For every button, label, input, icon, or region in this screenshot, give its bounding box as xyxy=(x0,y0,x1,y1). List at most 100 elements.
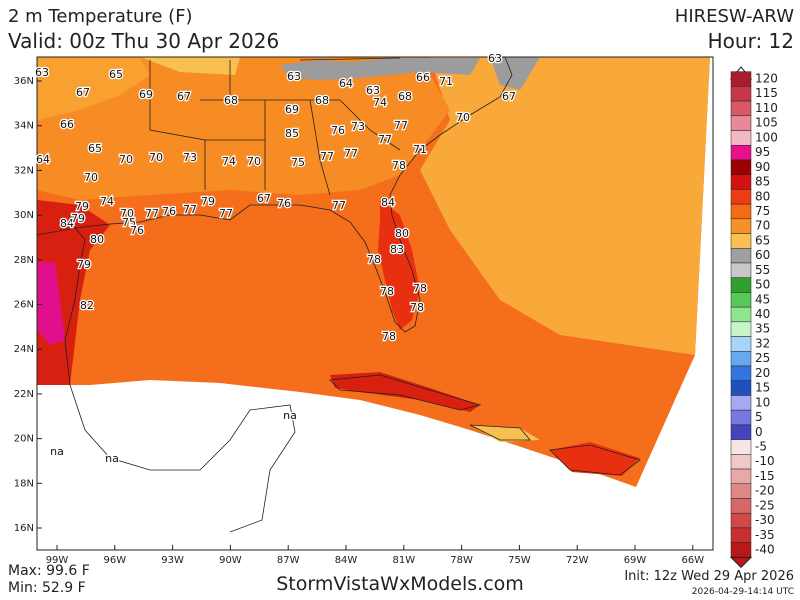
station-value: 69 xyxy=(285,103,299,116)
colorbar-box xyxy=(730,395,752,411)
station-value: 68 xyxy=(398,90,412,103)
colorbar: 1201151101051009590858075706560555045403… xyxy=(729,66,778,569)
map-axes: 36N 34N 32N 30N 28N 26N 24N 22N 20N 18N 16N 99W 96W 9… xyxy=(14,76,704,566)
hot-area xyxy=(37,262,65,345)
station-value: 70 xyxy=(120,207,134,220)
station-value: 77 xyxy=(219,207,233,220)
map: 63 65 67 69 67 68 63 64 63 66 71 63 67 68 74 68 69 70 66 85… xyxy=(14,51,714,566)
colorbar-box xyxy=(730,454,752,470)
station-value: 74 xyxy=(222,155,236,168)
colorbar-label: 50 xyxy=(755,278,770,292)
title: 2 m Temperature (F) xyxy=(8,6,193,27)
cool-gray-patch xyxy=(490,57,540,90)
colorbar-box xyxy=(730,439,752,455)
colorbar-box xyxy=(730,468,752,485)
lon-label: 90W xyxy=(219,555,242,566)
colorbar-label: 35 xyxy=(755,322,770,336)
colorbar-label: -5 xyxy=(755,439,767,453)
colorbar-label: 75 xyxy=(755,204,770,218)
hispaniola-area xyxy=(550,442,640,476)
station-value: 75 xyxy=(122,216,136,229)
station-value: 77 xyxy=(378,133,392,146)
station-value: 77 xyxy=(320,150,334,163)
colorbar-label: 55 xyxy=(755,263,770,277)
lon-label: 75W xyxy=(508,555,531,566)
station-value: 70 xyxy=(119,153,133,166)
colorbar-box xyxy=(730,71,752,87)
website: StormVistaWxModels.com xyxy=(276,573,524,595)
lat-label: 32N xyxy=(14,165,34,176)
colorbar-label: 20 xyxy=(755,366,770,380)
station-value: na xyxy=(105,452,119,465)
station-value: 67 xyxy=(177,90,191,103)
station-value: 78 xyxy=(380,285,394,298)
station-value: 73 xyxy=(183,151,197,164)
station-value: 79 xyxy=(201,195,215,208)
lat-label: 36N xyxy=(14,76,34,87)
colorbar-box xyxy=(730,409,752,426)
station-value: 85 xyxy=(285,127,299,140)
northwest-area xyxy=(37,57,150,120)
station-value: 77 xyxy=(344,147,358,160)
station-value: 84 xyxy=(60,217,74,230)
atlantic-cool-area xyxy=(420,57,710,355)
colorbar-box xyxy=(730,248,752,264)
station-value: 77 xyxy=(394,119,408,132)
colorbar-box xyxy=(730,189,752,205)
colorbar-label: -30 xyxy=(755,513,775,527)
colorbar-bottom-arrow xyxy=(729,556,753,569)
station-value: 79 xyxy=(71,212,85,225)
colorbar-label: 115 xyxy=(755,86,778,100)
colorbar-label: 5 xyxy=(755,410,763,424)
station-value: 65 xyxy=(109,68,123,81)
lat-label: 18N xyxy=(14,478,34,489)
colorbar-label: 45 xyxy=(755,292,770,306)
colorbar-box xyxy=(730,527,752,543)
inland-warm-area xyxy=(37,57,450,200)
colorbar-label: -20 xyxy=(755,484,775,498)
colorbar-box xyxy=(730,321,752,337)
station-value: 67 xyxy=(257,192,271,205)
station-value: 71 xyxy=(439,75,453,88)
station-value: na xyxy=(50,445,64,458)
coastline xyxy=(36,56,513,333)
station-value: 63 xyxy=(488,52,502,65)
station-value: 67 xyxy=(76,86,90,99)
station-value: 82 xyxy=(80,299,94,312)
station-value: 78 xyxy=(413,282,427,295)
station-value: 71 xyxy=(413,143,427,156)
colorbar-box xyxy=(730,336,752,352)
colorbar-label: 80 xyxy=(755,189,770,203)
colorbar-label: 60 xyxy=(755,248,770,262)
colorbar-label: 65 xyxy=(755,233,770,247)
station-value: 77 xyxy=(145,207,159,220)
station-value: 76 xyxy=(331,124,345,137)
colorbar-box xyxy=(730,262,752,278)
colorbar-label: -15 xyxy=(755,469,775,483)
model: HIRESW-ARW xyxy=(675,6,794,27)
station-value: 83 xyxy=(390,243,404,256)
valid-time: Valid: 00z Thu 30 Apr 2026 xyxy=(8,29,279,53)
colorbar-box xyxy=(730,218,752,234)
colorbar-box xyxy=(730,100,752,117)
station-value: 76 xyxy=(130,224,144,237)
station-value: 66 xyxy=(60,118,74,131)
colorbar-box xyxy=(730,380,752,396)
lon-label: 87W xyxy=(277,555,300,566)
lon-label: 69W xyxy=(624,555,647,566)
station-value: 63 xyxy=(35,66,49,79)
station-value: 70 xyxy=(247,155,261,168)
station-value: 77 xyxy=(183,203,197,216)
lon-label: 78W xyxy=(450,555,473,566)
colorbar-label: 32 xyxy=(755,336,770,350)
lat-label: 26N xyxy=(14,300,34,311)
colorbar-box xyxy=(730,351,752,367)
coastline xyxy=(64,227,296,533)
colorbar-box xyxy=(730,144,752,161)
lat-label: 34N xyxy=(14,121,34,132)
colorbar-box xyxy=(730,424,752,440)
station-value: 78 xyxy=(392,159,406,172)
lon-label: 96W xyxy=(103,555,126,566)
station-value: 80 xyxy=(90,233,104,246)
colorbar-label: 15 xyxy=(755,381,770,395)
